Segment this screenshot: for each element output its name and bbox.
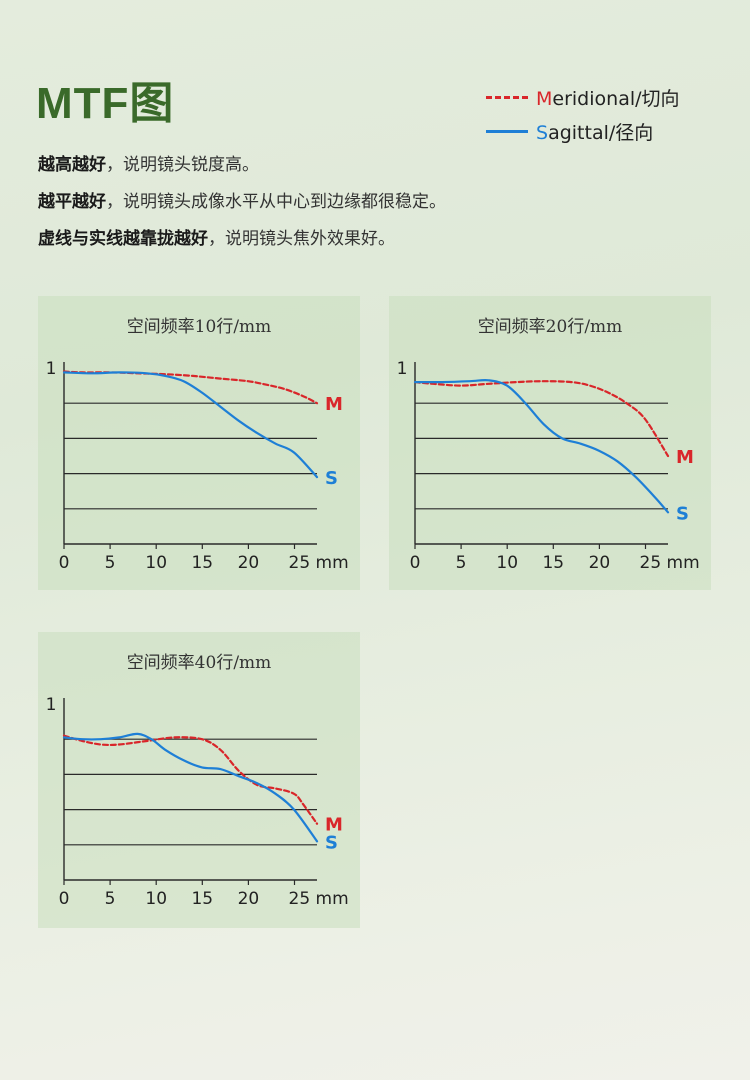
x-tick-label: 20 [589, 553, 611, 573]
x-tick-label: 25 mm [289, 553, 349, 573]
legend-meridional-initial: M [536, 87, 553, 110]
solid-line-icon [486, 129, 528, 133]
x-tick-label: 0 [59, 889, 70, 909]
x-tick-label: 10 [145, 553, 167, 573]
x-tick-label: 15 [191, 889, 213, 909]
note-emphasis: 虚线与实线越靠拢越好 [38, 229, 208, 249]
series-line-m [62, 370, 319, 405]
chart-panel-10lpmm: 空间频率10行/mm 1 0 5 10 15 20 25 mm M S [38, 296, 360, 590]
chart-title: 空间频率10行/mm [126, 317, 272, 337]
note-bokeh: 虚线与实线越靠拢越好，说明镜头焦外效果好。 [38, 226, 446, 263]
x-tick-label: 5 [105, 553, 116, 573]
series-label-m: M [325, 815, 343, 836]
note-text: ，说明镜头锐度高。 [106, 155, 259, 175]
x-tick-label: 20 [238, 553, 260, 573]
y-tick-label: 1 [46, 359, 57, 379]
series-label-m: M [676, 447, 694, 468]
page-title: MTF图 [36, 79, 175, 128]
legend-item-sagittal: Sagittal/径向 [486, 114, 680, 148]
x-tick-label: 5 [456, 553, 467, 573]
notes: 越高越好，说明镜头锐度高。 越平越好，说明镜头成像水平从中心到边缘都很稳定。 虚… [38, 152, 446, 263]
legend-item-meridional: Meridional/切向 [486, 80, 680, 114]
legend-meridional-label: eridional/切向 [552, 87, 680, 110]
series-label-s: S [325, 832, 338, 853]
series-label-s: S [325, 468, 338, 489]
y-tick-label: 1 [46, 695, 57, 715]
legend: Meridional/切向 Sagittal/径向 [486, 80, 680, 148]
x-tick-label: 10 [145, 889, 167, 909]
chart-title: 空间频率20行/mm [477, 317, 623, 337]
x-tick-label: 20 [238, 889, 260, 909]
x-tick-label: 5 [105, 889, 116, 909]
chart-panel-20lpmm: 空间频率20行/mm 1 0 5 10 15 20 25 mm M S [389, 296, 711, 590]
series-line-s [62, 371, 319, 479]
series-line-m [62, 734, 319, 825]
x-tick-label: 15 [191, 553, 213, 573]
note-flatness: 越平越好，说明镜头成像水平从中心到边缘都很稳定。 [38, 189, 446, 226]
chart-panel-40lpmm: 空间频率40行/mm 1 0 5 10 15 20 25 mm M S [38, 632, 360, 928]
series-line-m [413, 380, 670, 458]
chart-title: 空间频率40行/mm [126, 653, 272, 673]
legend-sagittal-label: agittal/径向 [548, 121, 654, 144]
note-text: ，说明镜头焦外效果好。 [208, 229, 395, 249]
x-tick-label: 15 [542, 553, 564, 573]
note-text: ，说明镜头成像水平从中心到边缘都很稳定。 [106, 192, 446, 212]
x-tick-label: 0 [410, 553, 421, 573]
dashed-line-icon [486, 95, 528, 99]
series-line-s [62, 732, 319, 843]
legend-sagittal-initial: S [536, 121, 549, 144]
y-tick-label: 1 [397, 359, 408, 379]
note-emphasis: 越高越好 [38, 155, 106, 175]
series-label-s: S [676, 503, 689, 524]
note-sharpness: 越高越好，说明镜头锐度高。 [38, 152, 446, 189]
note-emphasis: 越平越好 [38, 192, 106, 212]
series-label-m: M [325, 394, 343, 415]
series-line-s [413, 379, 670, 514]
x-tick-label: 0 [59, 553, 70, 573]
x-tick-label: 10 [496, 553, 518, 573]
x-tick-label: 25 mm [289, 889, 349, 909]
x-tick-label: 25 mm [640, 553, 700, 573]
